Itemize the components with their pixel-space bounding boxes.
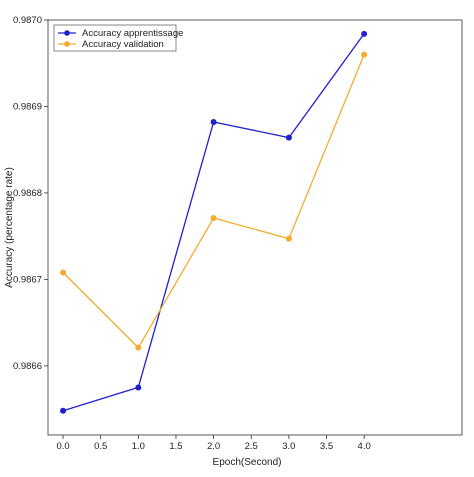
data-point-2: [135, 344, 142, 351]
data-point-2: [60, 269, 67, 276]
x-tick-label: 0.0: [56, 441, 69, 452]
y-tick-label: 0.9869: [13, 101, 42, 112]
data-point-2: [361, 51, 368, 58]
data-point-1: [60, 407, 67, 414]
y-tick-label: 0.9870: [13, 15, 42, 26]
data-point-2: [285, 235, 292, 242]
plot-area-frame: [47, 19, 463, 436]
series-2: [60, 51, 368, 351]
x-tick-label: 3.0: [282, 441, 295, 452]
x-tick-label: 1.5: [169, 441, 182, 452]
x-tick-label: 2.5: [245, 441, 258, 452]
x-tick-label: 3.5: [320, 441, 333, 452]
x-tick-label: 0.5: [94, 441, 107, 452]
y-tick-label: 0.9867: [13, 274, 42, 285]
y-tick-label: 0.9868: [13, 188, 42, 199]
data-point-1: [361, 30, 368, 37]
legend-marker: [64, 30, 70, 36]
y-tick-label: 0.9866: [13, 361, 42, 372]
data-point-1: [285, 134, 292, 141]
x-tick-label: 1.0: [132, 441, 145, 452]
series-1: [60, 30, 368, 414]
data-point-1: [210, 119, 217, 126]
legend-box: [53, 24, 177, 52]
series-layer: [60, 30, 368, 414]
legend-label: Accuracy apprentissage: [82, 28, 183, 39]
x-axis-title: Epoch(Second): [213, 457, 282, 468]
x-tick-label: 4.0: [358, 441, 371, 452]
y-axis-title: Accuracy (percentage rate): [4, 167, 15, 288]
x-tick-label: 2.0: [207, 441, 220, 452]
axis-ticks: 0.0 0.5 1.0 1.5 2.0 2.5 3.0 3.5 4.0 0.9866 0.9867 0…: [13, 15, 371, 452]
data-point-2: [210, 214, 217, 221]
legend-marker: [64, 41, 70, 47]
legend-item-1: Accuracy apprentissage: [58, 28, 183, 39]
legend-label: Accuracy validation: [82, 39, 164, 50]
data-point-1: [135, 384, 142, 391]
legend-item-2: Accuracy validation: [58, 39, 164, 50]
